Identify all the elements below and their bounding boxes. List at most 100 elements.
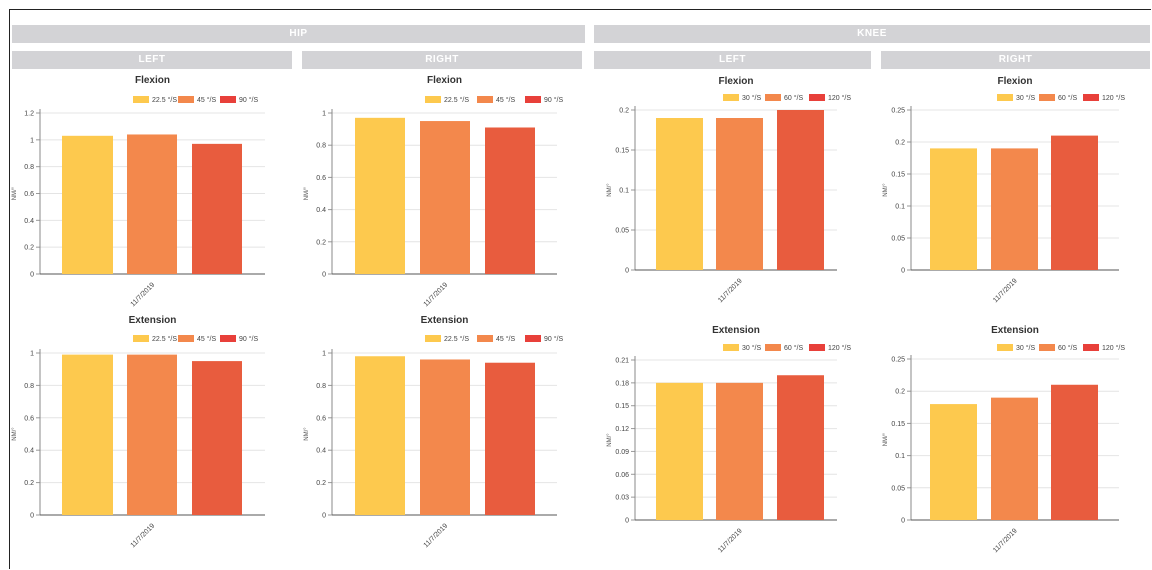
legend-label: 120 °/S (1102, 344, 1125, 352)
legend-label: 90 °/S (239, 335, 258, 343)
legend-swatch (178, 335, 194, 342)
knee-header: KNEE (594, 25, 1150, 43)
y-tick-label: 0.25 (891, 108, 905, 115)
y-tick-label: 0.2 (895, 140, 905, 147)
bar-2 (127, 354, 177, 515)
y-tick-label: 0.12 (615, 426, 629, 433)
x-tick-label: 11/7/2019 (717, 278, 744, 305)
legend-swatch (997, 94, 1013, 101)
y-tick-label: 1 (30, 351, 34, 358)
y-axis-label: NM/° (607, 433, 613, 447)
y-tick-label: 0.8 (316, 383, 326, 390)
x-tick-label: 11/7/2019 (423, 523, 450, 550)
bar-1 (656, 118, 703, 270)
legend-swatch (723, 344, 739, 351)
y-tick-label: 0.2 (24, 245, 34, 252)
legend-swatch (477, 96, 493, 103)
legend-swatch (1083, 94, 1099, 101)
bar-3 (1051, 384, 1098, 520)
bar-3 (777, 110, 824, 270)
legend-label: 60 °/S (1058, 94, 1077, 102)
legend-label: 22.5 °/S (152, 96, 177, 104)
y-tick-label: 0.05 (891, 236, 905, 243)
bar-2 (420, 359, 470, 515)
bar-3 (192, 143, 242, 274)
y-tick-label: 0 (30, 513, 34, 520)
y-tick-label: 0.4 (316, 448, 326, 455)
y-tick-label: 0 (322, 513, 326, 520)
x-tick-label: 11/7/2019 (423, 282, 450, 309)
bar-2 (716, 118, 763, 270)
y-tick-label: 0.2 (316, 239, 326, 246)
hip-left-header: LEFT (12, 51, 292, 69)
legend-swatch (133, 96, 149, 103)
y-tick-label: 0.1 (895, 453, 905, 460)
legend-label: 22.5 °/S (444, 96, 469, 104)
legend-label: 45 °/S (197, 335, 216, 343)
legend-swatch (477, 335, 493, 342)
y-tick-label: 0 (625, 518, 629, 525)
x-tick-label: 11/7/2019 (992, 278, 1019, 305)
legend-swatch (178, 96, 194, 103)
bar-1 (930, 148, 977, 270)
legend-swatch (1039, 94, 1055, 101)
y-tick-label: 0.4 (24, 448, 34, 455)
y-tick-label: 0.21 (615, 358, 629, 365)
legend-label: 120 °/S (828, 344, 851, 352)
y-tick-label: 0.15 (891, 421, 905, 428)
y-axis-label: NM/° (304, 186, 310, 200)
bar-2 (127, 134, 177, 274)
legend-swatch (525, 96, 541, 103)
y-tick-label: 0.2 (24, 480, 34, 487)
x-tick-label: 11/7/2019 (992, 528, 1019, 555)
knee-left-flexion-chart: Flexion 0 0.05 0.1 0.15 0.2 NM/° 11/7/2019 30 °/… (607, 76, 851, 304)
bar-1 (355, 117, 405, 274)
bar-3 (1051, 135, 1098, 270)
legend-swatch (133, 335, 149, 342)
chart-title: Flexion (718, 76, 753, 87)
y-tick-label: 0 (322, 272, 326, 279)
legend-label: 60 °/S (1058, 344, 1077, 352)
legend-swatch (765, 94, 781, 101)
hip-left-flexion-chart: Flexion 0 0.2 0.4 0.6 0.8 1 1.2 NM/° 11/7/2019 22.… (12, 75, 265, 308)
y-tick-label: 1 (30, 137, 34, 144)
y-tick-label: 1 (322, 111, 326, 118)
legend-swatch (765, 344, 781, 351)
y-tick-label: 1 (322, 351, 326, 358)
bar-1 (656, 382, 703, 520)
bar-2 (716, 382, 763, 520)
y-tick-label: 0.06 (615, 472, 629, 479)
knee-left-header: LEFT (594, 51, 871, 69)
y-tick-label: 0.05 (615, 228, 629, 235)
legend-label: 120 °/S (828, 94, 851, 102)
legend-label: 45 °/S (496, 335, 515, 343)
y-tick-label: 0.8 (24, 383, 34, 390)
y-tick-label: 0 (30, 272, 34, 279)
y-tick-label: 0.2 (619, 108, 629, 115)
hip-right-flexion-chart: Flexion 0 0.2 0.4 0.6 0.8 1 NM/° 11/7/2019 22.5 °… (304, 75, 563, 308)
chart-title: Extension (421, 315, 469, 326)
y-axis-label: NM/° (883, 183, 889, 197)
y-tick-label: 1.2 (24, 111, 34, 118)
bar-1 (62, 354, 113, 515)
chart-title: Flexion (135, 75, 170, 86)
y-tick-label: 0 (625, 268, 629, 275)
bar-3 (777, 375, 824, 520)
y-tick-label: 0.6 (24, 415, 34, 422)
y-tick-label: 0.09 (615, 449, 629, 456)
y-tick-label: 0.03 (615, 495, 629, 502)
y-tick-label: 0.6 (24, 191, 34, 198)
legend-label: 45 °/S (496, 96, 515, 104)
hip-right-header: RIGHT (302, 51, 582, 69)
chart-title: Extension (991, 325, 1039, 336)
x-tick-label: 11/7/2019 (130, 282, 157, 309)
legend-label: 90 °/S (544, 96, 563, 104)
bar-3 (485, 127, 535, 275)
legend-label: 30 °/S (742, 94, 761, 102)
legend-label: 30 °/S (742, 344, 761, 352)
bar-2 (420, 121, 470, 274)
chart-title: Extension (129, 315, 177, 326)
legend-label: 60 °/S (784, 344, 803, 352)
y-tick-label: 0.15 (891, 172, 905, 179)
knee-right-extension-chart: Extension 0 0.05 0.1 0.15 0.2 0.25 NM/° 11/7/201… (883, 325, 1125, 554)
